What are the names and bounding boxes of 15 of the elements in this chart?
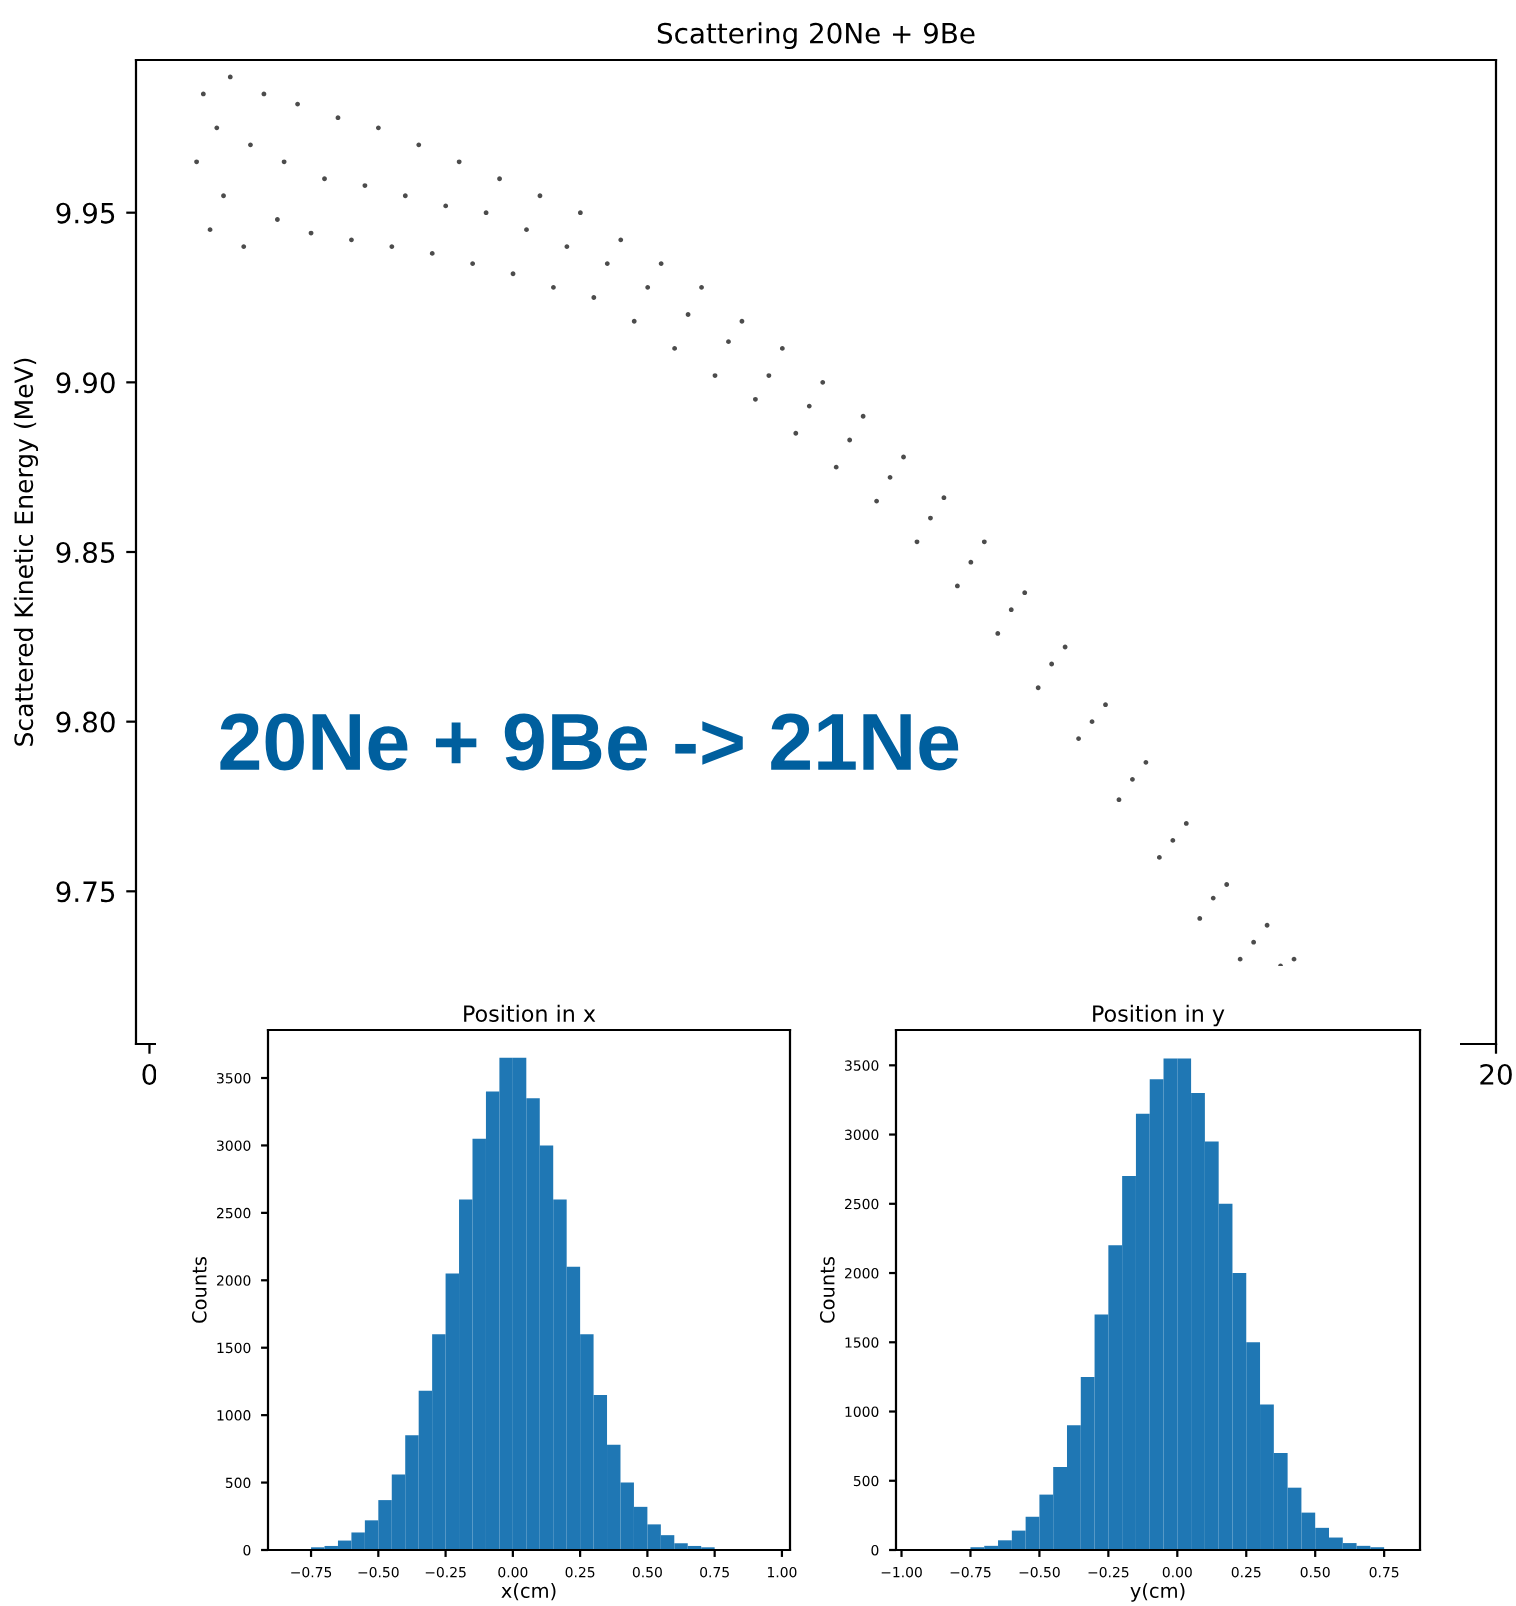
y-axis-title: Counts bbox=[819, 1257, 835, 1323]
y-tick-label: 9.80 bbox=[56, 711, 115, 733]
y-tick-label: 9.90 bbox=[56, 372, 115, 394]
y-axis-title: Scattered Kinetic Energy (MeV) bbox=[13, 358, 39, 746]
annotation: 20Ne + 9Be -> 21Ne bbox=[220, 713, 959, 771]
x-tick-label: 20 bbox=[1480, 1063, 1512, 1085]
x-axis-title: x(cm) bbox=[501, 1582, 556, 1601]
x-axis-title: y(cm) bbox=[1130, 1582, 1185, 1602]
y-tick-label: 9.75 bbox=[56, 881, 115, 903]
chart-title: Position in x bbox=[464, 1004, 596, 1022]
y-tick-label: 9.95 bbox=[56, 202, 115, 224]
y-tick-label: 9.85 bbox=[56, 541, 115, 563]
chart-title: Position in y bbox=[1093, 1004, 1225, 1027]
chart-title: Scattering 20Ne + 9Be bbox=[657, 22, 975, 50]
y-axis-title: Counts bbox=[191, 1257, 207, 1323]
